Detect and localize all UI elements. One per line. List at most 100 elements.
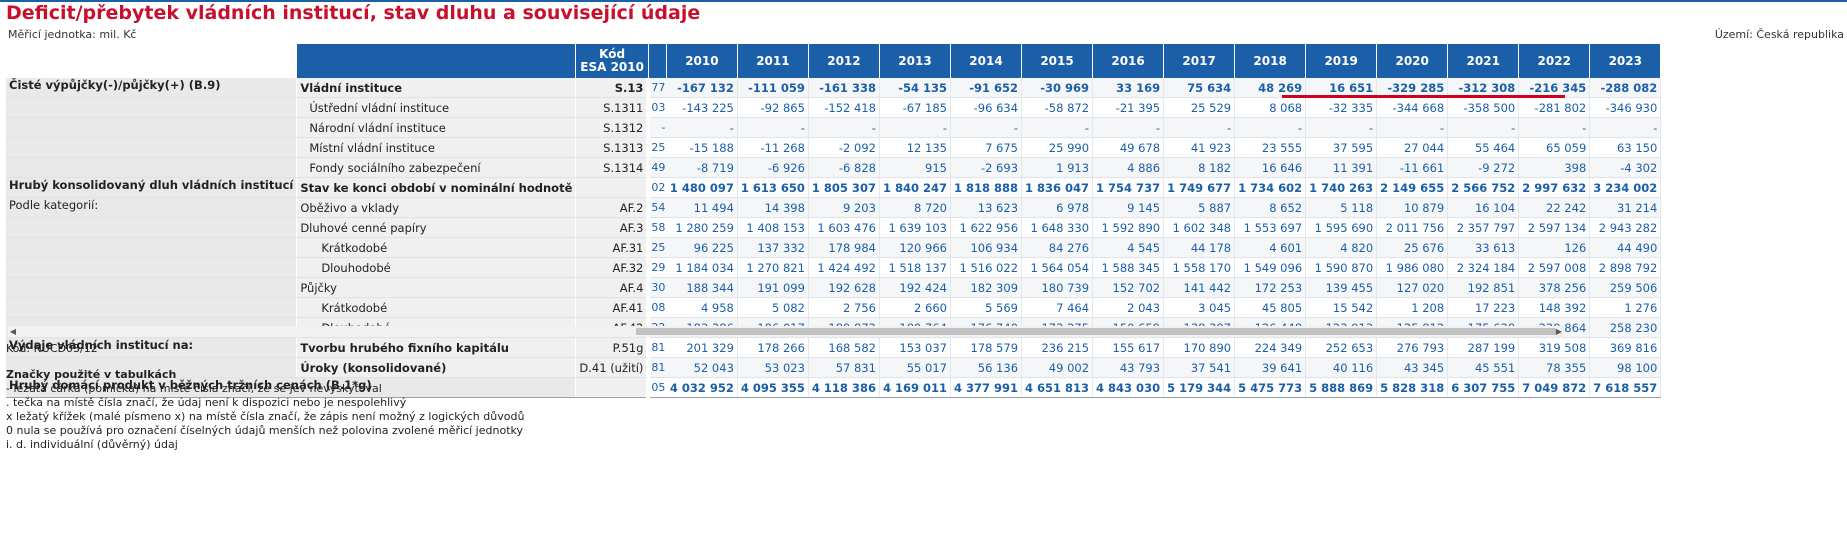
- partial-value-cell: 25: [648, 137, 667, 158]
- value-cell: -: [1447, 117, 1520, 138]
- unit-label: Měřicí jednotka: mil. Kč: [8, 28, 137, 41]
- page-title: Deficit/přebytek vládních institucí, sta…: [6, 2, 701, 24]
- value-cell: 1 913: [1021, 157, 1094, 178]
- value-cell: 98 100: [1589, 357, 1662, 378]
- value-cell: 14 398: [737, 197, 809, 218]
- row-code: AF.3: [575, 217, 651, 238]
- value-cell: -: [666, 117, 738, 138]
- value-cell: 63 150: [1589, 137, 1662, 158]
- row-code: S.1314: [575, 157, 651, 178]
- value-cell: -: [1021, 117, 1094, 138]
- value-cell: 2 149 655: [1376, 177, 1449, 198]
- row-indicator-label: Půjčky: [296, 277, 577, 298]
- row-indicator-label: Místní vládní instituce: [296, 137, 577, 158]
- row-code: AF.41: [575, 297, 651, 318]
- horizontal-scrollbar[interactable]: ◀ ▶: [8, 326, 1564, 337]
- partial-value-cell: -: [648, 117, 667, 138]
- value-cell: -312 308: [1447, 78, 1520, 98]
- value-cell: 2 597 134: [1518, 217, 1591, 238]
- partial-value-cell: 30: [648, 277, 667, 298]
- value-cell: 1 208: [1376, 297, 1449, 318]
- value-cell: 1 602 348: [1163, 217, 1236, 238]
- value-cell: 4 545: [1092, 237, 1165, 258]
- value-cell: 2 597 008: [1518, 257, 1591, 278]
- row-code: AF.31: [575, 237, 651, 258]
- value-cell: -96 634: [950, 97, 1023, 118]
- value-cell: -: [808, 117, 880, 138]
- row-indicator-label: Dlouhodobé: [296, 257, 577, 278]
- value-cell: 4 118 386: [808, 377, 880, 398]
- partial-value-cell: 25: [648, 237, 667, 258]
- value-cell: 3 234 002: [1589, 177, 1662, 198]
- table-row: Podle kategorií: Oběživo a vklady AF.2 54 11…: [6, 197, 1662, 218]
- value-cell: 153 037: [879, 337, 951, 358]
- value-cell: 6 307 755: [1447, 377, 1520, 398]
- value-cell: -346 930: [1589, 97, 1662, 118]
- table-body: Čisté výpůjčky(-)/půjčky(+) (B.9) Vládní …: [6, 78, 1662, 398]
- year-header: 2017: [1163, 44, 1236, 78]
- value-cell: -11 661: [1376, 157, 1449, 178]
- row-indicator-label: Ústřední vládní instituce: [296, 97, 577, 118]
- value-cell: 915: [879, 157, 951, 178]
- value-cell: 106 934: [950, 237, 1023, 258]
- row-group-label: Hrubý domácí produkt v běžných tržních c…: [6, 377, 577, 398]
- annotation-red-line: [1282, 95, 1565, 98]
- value-cell: 13 623: [950, 197, 1023, 218]
- year-header: 2018: [1234, 44, 1307, 78]
- value-cell: -11 268: [737, 137, 809, 158]
- value-cell: -358 500: [1447, 97, 1520, 118]
- value-cell: 258 230: [1589, 317, 1662, 338]
- row-indicator-label: Stav ke konci období v nominální hodnotě: [296, 177, 577, 198]
- value-cell: 1 592 890: [1092, 217, 1165, 238]
- value-cell: 319 508: [1518, 337, 1591, 358]
- scrollbar-thumb[interactable]: [636, 328, 1556, 335]
- value-cell: 120 966: [879, 237, 951, 258]
- value-cell: 1 518 137: [879, 257, 951, 278]
- year-header: 2012: [808, 44, 880, 78]
- value-cell: 1 590 870: [1305, 257, 1378, 278]
- value-cell: 55 464: [1447, 137, 1520, 158]
- value-cell: -288 082: [1589, 78, 1662, 98]
- year-header: 2016: [1092, 44, 1165, 78]
- value-cell: 201 329: [666, 337, 738, 358]
- value-cell: 23 555: [1234, 137, 1307, 158]
- value-cell: 2 997 632: [1518, 177, 1591, 198]
- value-cell: 191 099: [737, 277, 809, 298]
- value-cell: 1 480 097: [666, 177, 738, 198]
- year-header: 2011: [737, 44, 809, 78]
- row-indicator-label: Krátkodobé: [296, 297, 577, 318]
- value-cell: -: [879, 117, 951, 138]
- value-cell: 236 215: [1021, 337, 1094, 358]
- legend-item: . tečka na místě čísla značí, že údaj ne…: [6, 396, 407, 409]
- scroll-right-icon[interactable]: ▶: [1555, 327, 1563, 336]
- value-cell: 141 442: [1163, 277, 1236, 298]
- value-cell: 148 392: [1518, 297, 1591, 318]
- value-cell: -: [950, 117, 1023, 138]
- row-group-label: [6, 297, 298, 318]
- scroll-left-icon[interactable]: ◀: [9, 327, 17, 336]
- value-cell: 1 408 153: [737, 217, 809, 238]
- value-cell: 5 828 318: [1376, 377, 1449, 398]
- value-cell: 2 011 756: [1376, 217, 1449, 238]
- value-cell: 378 256: [1518, 277, 1591, 298]
- year-header: 2023: [1589, 44, 1662, 78]
- data-table-wrapper: Kód ESA 2010 2010 2011 2012 2013 2014 2015 2016…: [6, 44, 1662, 398]
- value-cell: -143 225: [666, 97, 738, 118]
- value-cell: 1 805 307: [808, 177, 880, 198]
- partial-value-cell: 81: [648, 357, 667, 378]
- value-cell: 192 424: [879, 277, 951, 298]
- value-cell: -30 969: [1021, 78, 1094, 98]
- value-cell: 4 377 991: [950, 377, 1023, 398]
- value-cell: 398: [1518, 157, 1591, 178]
- row-group-label: Výdaje vládních institucí na:: [6, 337, 298, 358]
- value-cell: 5 887: [1163, 197, 1236, 218]
- value-cell: 1 603 476: [808, 217, 880, 238]
- value-cell: 5 082: [737, 297, 809, 318]
- value-cell: 16 646: [1234, 157, 1307, 178]
- value-cell: 7 464: [1021, 297, 1094, 318]
- value-cell: 33 169: [1092, 78, 1165, 98]
- value-cell: 1 276: [1589, 297, 1662, 318]
- value-cell: -15 188: [666, 137, 738, 158]
- value-cell: 182 309: [950, 277, 1023, 298]
- value-cell: 7 675: [950, 137, 1023, 158]
